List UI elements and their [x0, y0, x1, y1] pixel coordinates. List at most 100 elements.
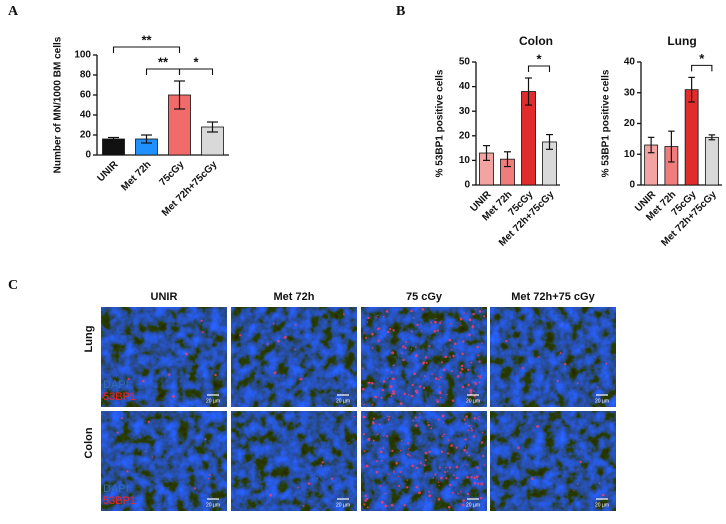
y-axis-label: Number of MN/1000 BM cells: [53, 36, 64, 173]
foci: [437, 497, 441, 501]
foci: [463, 312, 465, 314]
foci: [208, 473, 211, 476]
foci: [478, 400, 480, 402]
foci: [364, 499, 367, 502]
scale-bar-label: 20 µm: [336, 398, 350, 404]
foci: [467, 368, 470, 372]
foci: [428, 345, 431, 348]
foci: [381, 388, 385, 392]
foci: [424, 505, 426, 507]
foci: [364, 494, 367, 498]
foci: [407, 394, 410, 396]
row-label: Colon: [83, 427, 95, 458]
foci: [375, 460, 378, 463]
column-header: Met 72h+75 cGy: [511, 291, 595, 303]
significance-bracket: [691, 64, 713, 72]
foci: [398, 484, 401, 488]
y-tick-label: 0: [85, 150, 91, 161]
foci: [370, 332, 374, 336]
foci: [428, 450, 431, 453]
micrograph: 20 µm: [231, 307, 357, 407]
foci: [474, 308, 477, 310]
y-tick-label: 40: [80, 110, 92, 121]
y-tick-label: 40: [624, 57, 636, 68]
foci: [361, 387, 365, 391]
foci: [448, 488, 450, 490]
stain-label: DAPI: [103, 483, 129, 495]
foci: [348, 441, 350, 444]
foci: [471, 325, 475, 329]
foci: [454, 342, 457, 346]
foci: [468, 424, 471, 427]
foci: [420, 461, 422, 463]
foci: [307, 482, 311, 486]
foci: [382, 315, 385, 318]
y-axis-label: % 53BP1 positive cells: [435, 69, 446, 177]
image-texture: [361, 307, 487, 407]
significance-bracket: [178, 68, 214, 75]
foci: [466, 492, 470, 496]
foci: [200, 319, 203, 322]
error-bar: [108, 136, 119, 142]
foci: [403, 392, 407, 395]
foci: [201, 331, 204, 334]
foci: [427, 422, 429, 424]
foci: [385, 310, 388, 313]
error-bar: [708, 134, 716, 141]
scale-bar-label: 20 µm: [595, 502, 609, 508]
foci: [442, 368, 446, 372]
foci: [433, 329, 437, 333]
foci: [416, 323, 419, 327]
foci: [478, 381, 481, 384]
foci: [371, 347, 374, 349]
chart-title: Lung: [667, 34, 696, 48]
foci: [362, 367, 365, 370]
foci: [468, 399, 470, 402]
scale-bar-label: 20 µm: [206, 502, 220, 508]
error-bar: [546, 133, 553, 150]
foci: [483, 315, 486, 318]
foci: [430, 321, 433, 324]
foci: [473, 395, 476, 398]
foci: [556, 380, 559, 383]
foci: [363, 415, 366, 419]
foci: [431, 373, 433, 376]
stain-label: 53BP1: [103, 495, 136, 507]
foci: [438, 391, 442, 395]
foci: [364, 466, 366, 468]
foci: [386, 435, 389, 438]
foci: [415, 485, 419, 489]
foci: [466, 475, 469, 479]
foci: [400, 308, 402, 311]
column-header: UNIR: [151, 291, 178, 303]
foci: [428, 494, 432, 498]
foci: [480, 441, 484, 444]
foci: [141, 379, 145, 383]
foci: [447, 452, 450, 455]
foci: [468, 333, 471, 337]
foci: [482, 431, 484, 434]
foci: [443, 433, 446, 436]
y-tick-label: 10: [459, 155, 471, 166]
foci: [415, 346, 417, 348]
foci: [435, 317, 437, 320]
foci: [455, 465, 459, 469]
foci: [371, 403, 374, 406]
foci: [476, 478, 479, 481]
foci: [521, 366, 525, 370]
error-bar: [504, 151, 511, 168]
foci: [475, 475, 479, 478]
foci: [517, 446, 520, 450]
foci: [120, 417, 123, 420]
foci: [365, 336, 368, 339]
foci: [479, 496, 483, 500]
foci: [395, 461, 399, 465]
foci: [478, 360, 481, 363]
foci: [471, 324, 474, 327]
foci: [388, 415, 391, 418]
foci: [413, 372, 416, 375]
image-texture: [490, 307, 616, 407]
foci: [464, 422, 467, 425]
foci: [440, 396, 442, 399]
micrograph: 20 µm: [101, 307, 227, 407]
